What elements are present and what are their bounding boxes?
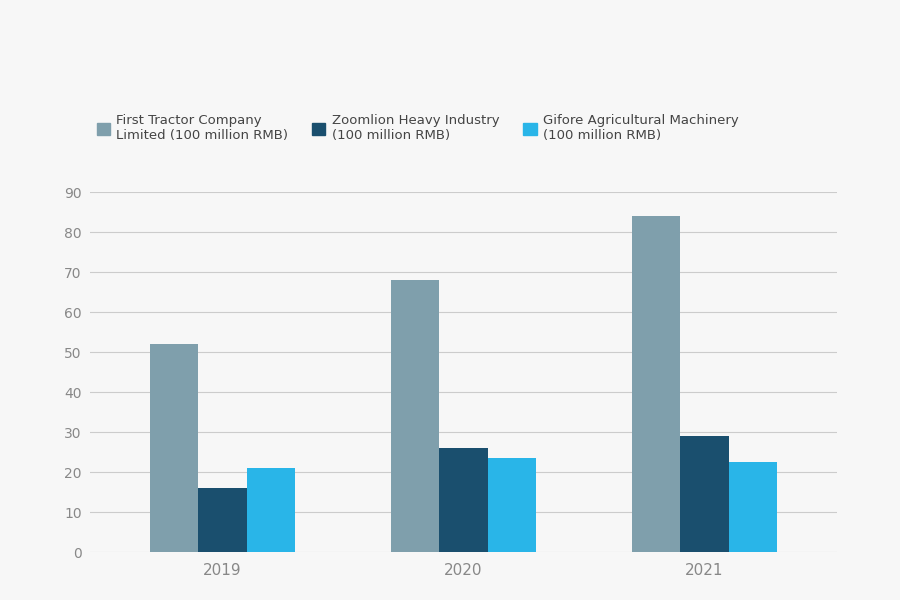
Bar <box>488 458 536 552</box>
Bar <box>632 216 680 552</box>
Bar <box>392 280 439 552</box>
Bar <box>198 488 247 552</box>
Bar <box>439 448 488 552</box>
Bar <box>729 462 777 552</box>
Bar <box>150 344 198 552</box>
Bar <box>680 436 729 552</box>
Bar <box>247 468 295 552</box>
Legend: First Tractor Company
Limited (100 million RMB), Zoomlion Heavy Industry
(100 mi: First Tractor Company Limited (100 milli… <box>96 114 739 142</box>
